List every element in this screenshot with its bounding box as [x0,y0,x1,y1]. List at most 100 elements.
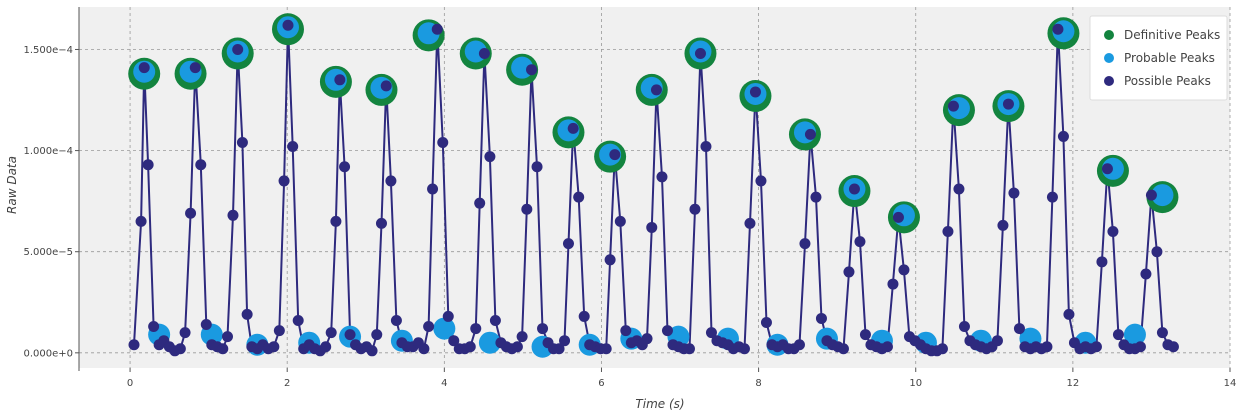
possible-peaks-series [128,19,1179,357]
possible-peak-point [232,43,244,55]
possible-peak-point [810,191,822,203]
possible-peak-point [282,19,294,31]
possible-peak-point [604,254,616,266]
possible-peak-point [881,341,893,353]
possible-peak-point [804,128,816,140]
possible-peak-point [1140,268,1152,280]
possible-peak-point [848,183,860,195]
possible-peak-point [641,333,653,345]
possible-peak-point [334,74,346,86]
plot-area [79,7,1230,368]
possible-peak-point [195,159,207,171]
possible-peak-point [843,266,855,278]
probable-peak-point [1151,184,1174,207]
possible-peak-point [174,343,186,355]
possible-peak-point [620,325,632,337]
possible-peak-point [418,343,430,355]
possible-peak-point [854,236,866,248]
possible-peak-point [464,341,476,353]
possible-peak-point [217,343,229,355]
possible-peak-point [760,316,772,328]
possible-peak-point [320,341,332,353]
possible-peak-point [427,183,439,195]
possible-peak-point [516,331,528,343]
possible-peak-point [650,84,662,96]
possible-peak-point [936,343,948,355]
possible-peak-point [793,339,805,351]
possible-peak-point [958,321,970,333]
legend-entry-label: Probable Peaks [1124,51,1215,65]
y-tick-label: 1.500e−4 [23,45,73,56]
possible-peak-point [339,161,351,173]
possible-peak-point [380,80,392,92]
possible-peak-point [189,62,201,74]
probable-peak-point [1123,323,1146,346]
x-tick-label: 14 [1224,378,1237,389]
possible-peak-point [390,314,402,326]
y-tick-label: 1.000e−4 [23,146,73,157]
possible-peak-point [799,238,811,250]
possible-peak-point [179,327,191,339]
possible-peak-point [138,62,150,74]
possible-peak-point [287,141,299,153]
possible-peak-point [227,209,239,221]
possible-peak-point [135,215,147,227]
possible-peak-point [200,319,212,331]
possible-peak-point [511,341,523,353]
possible-peak-point [330,215,342,227]
possible-peak-point [474,197,486,209]
possible-peak-point [1008,187,1020,199]
possible-peak-point [887,278,899,290]
possible-peak-point [375,217,387,229]
possible-peak-point [1151,246,1163,258]
x-tick-label: 2 [284,378,290,389]
possible-peak-point [437,137,449,149]
probable-peak-point [478,331,501,354]
possible-peak-point [448,335,460,347]
possible-peak-point [442,310,454,322]
axes: 0 2 4 6 8 10 12 14 0.000e+0 5.000e−5 1.000e−4 1.500… [23,7,1236,389]
possible-peak-point [431,23,443,35]
possible-peak-point [1112,329,1124,341]
possible-peak-point [1134,341,1146,353]
possible-peak-point [991,335,1003,347]
possible-peak-point [1052,23,1064,35]
possible-peak-point [609,149,621,161]
possible-peak-point [656,171,668,183]
possible-peak-point [1107,225,1119,237]
possible-peak-point [567,122,579,134]
x-tick-label: 0 [127,378,133,389]
possible-peak-point [484,151,496,163]
possible-peak-point [947,100,959,112]
legend-entry-label: Possible Peaks [1124,74,1211,88]
possible-peak-point [1041,341,1053,353]
possible-peak-point [749,86,761,98]
possible-peak-point [325,327,337,339]
probable-peak-point [433,317,456,340]
possible-peak-point [268,341,280,353]
possible-peak-point [241,308,253,320]
possible-peak-point [366,345,378,357]
possible-peak-point [128,339,140,351]
possible-peak-point [221,331,233,343]
x-axis-label: Time (s) [635,397,684,411]
possible-peak-point [892,211,904,223]
possible-peak-point [578,310,590,322]
possible-peak-point [371,329,383,341]
possible-peak-point [1156,327,1168,339]
possible-peak-point [898,264,910,276]
possible-peak-point [953,183,965,195]
possible-peak-point [537,323,549,335]
possible-peak-point [344,329,356,341]
legend-box [1089,15,1228,101]
possible-peak-point [423,321,435,333]
y-tick-label: 5.000e−5 [23,247,73,258]
possible-peak-point [694,48,706,60]
x-tick-label: 12 [1066,378,1079,389]
possible-peak-point [738,343,750,355]
possible-peak-point [1013,323,1025,335]
possible-peak-point [700,141,712,153]
legend-marker [1104,30,1114,40]
possible-peak-point [562,238,574,250]
